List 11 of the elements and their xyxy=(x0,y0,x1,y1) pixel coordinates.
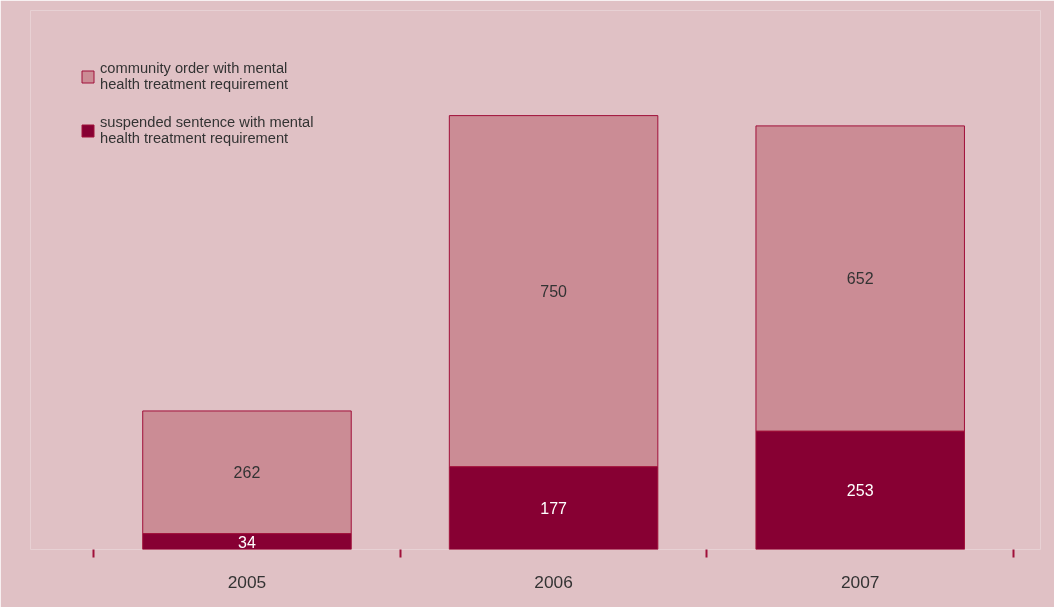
data-label: 177 xyxy=(540,500,568,518)
x-tick-label: 2005 xyxy=(227,571,267,592)
data-label: 262 xyxy=(233,464,261,482)
x-tick-label: 2006 xyxy=(534,571,573,592)
data-label: 253 xyxy=(846,482,874,500)
data-label: 34 xyxy=(238,533,256,551)
legend-label: community order with mental health treatment requirement xyxy=(100,60,289,92)
legend-label: suspended sentence with mental health treatment requirement xyxy=(100,114,314,146)
x-tick-label: 2007 xyxy=(840,571,880,592)
data-label: 750 xyxy=(540,283,568,301)
data-label: 652 xyxy=(846,270,874,288)
